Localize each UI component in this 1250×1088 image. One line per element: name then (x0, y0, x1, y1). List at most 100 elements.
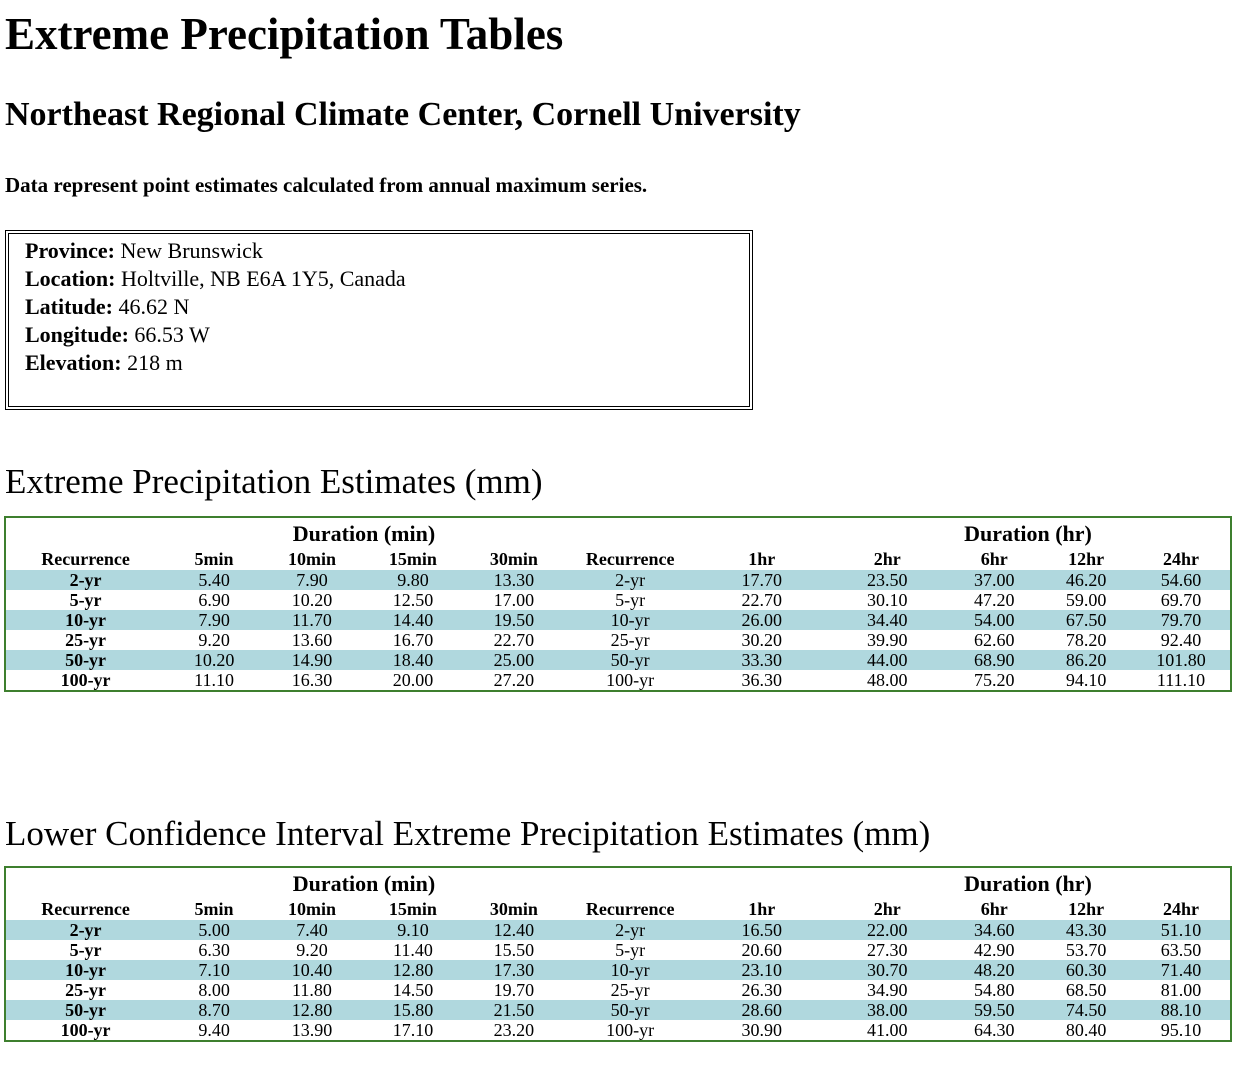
page-title: Extreme Precipitation Tables (5, 9, 564, 59)
recurrence-label: 25-yr (65, 980, 107, 1000)
location-value: Holtville, NB E6A 1Y5, Canada (120, 266, 406, 291)
recurrence-label: 10-yr (562, 960, 698, 980)
column-header: 24hr (1162, 899, 1199, 919)
recurrence-label: 10-yr (6, 610, 166, 630)
table-cell: 21.50 (464, 1000, 563, 1020)
table-row: 2-yr 5.00 7.40 9.10 12.40 2-yr 16.50 22.00 34.60… (6, 920, 1230, 940)
table-cell: 23.50 (826, 570, 949, 590)
table-row: 25-yr 9.20 13.60 16.70 22.70 25-yr 30.20 39.90 6… (6, 630, 1230, 650)
duration-hr-header: Duration (hr) (964, 871, 1092, 896)
table-cell: 51.10 (1131, 920, 1230, 940)
table-cell: 25.00 (464, 650, 563, 670)
column-header: 30min (489, 899, 538, 919)
column-header: 10min (287, 899, 336, 919)
recurrence-label: 5-yr (69, 590, 102, 610)
longitude-value: 66.53 W (134, 322, 210, 347)
table-cell: 54.80 (974, 980, 1015, 1000)
elevation-line: Elevation: 218 m (25, 349, 749, 377)
table-cell: 8.00 (198, 980, 230, 1000)
table-cell: 62.60 (974, 630, 1015, 650)
table-cell: 53.70 (1065, 940, 1107, 960)
table-cell: 68.50 (1065, 980, 1107, 1000)
longitude-label: Longitude: (25, 322, 129, 347)
table-cell: 5.00 (165, 920, 264, 940)
lower-ci-table: Duration (min) Duration (hr) Recurrence 5… (4, 866, 1232, 1042)
table-cell: 86.20 (1040, 650, 1132, 670)
table-row: 100-yr 9.40 13.90 17.10 23.20 100-yr 30.90 41.0… (6, 1020, 1230, 1040)
table-cell: 44.00 (826, 650, 949, 670)
estimates-title: Extreme Precipitation Estimates (mm) (5, 462, 543, 501)
table-cell: 6.90 (198, 590, 230, 610)
longitude-line: Longitude: 66.53 W (25, 321, 749, 349)
table-cell: 43.30 (1040, 920, 1132, 940)
column-header: 1hr (748, 549, 776, 569)
table-cell: 12.80 (263, 1000, 361, 1020)
table-cell: 30.20 (741, 630, 782, 650)
column-header: 15min (388, 899, 437, 919)
table-cell: 54.60 (1131, 570, 1230, 590)
column-header: 24hr (1162, 549, 1199, 569)
column-header: 6hr (980, 899, 1008, 919)
column-header: 1hr (748, 899, 776, 919)
recurrence-label: 5-yr (615, 590, 646, 610)
province-line: Province: New Brunswick (25, 237, 749, 265)
table-cell: 14.50 (392, 980, 434, 1000)
column-header: Recurrence (41, 899, 130, 919)
table-cell: 94.10 (1065, 670, 1107, 690)
table-cell: 27.30 (866, 940, 908, 960)
location-line: Location: Holtville, NB E6A 1Y5, Canada (25, 265, 749, 293)
table-cell: 38.00 (826, 1000, 949, 1020)
column-header: 2hr (873, 899, 901, 919)
table-cell: 37.00 (948, 570, 1041, 590)
column-header: 12hr (1068, 899, 1105, 919)
table-row: 5-yr 6.30 9.20 11.40 15.50 5-yr 20.60 27.30 42.9… (6, 940, 1230, 960)
table-cell: 30.10 (866, 590, 908, 610)
table-cell: 75.20 (974, 670, 1015, 690)
table-cell: 80.40 (1065, 1020, 1107, 1040)
table-cell: 30.70 (826, 960, 949, 980)
table-cell: 111.10 (1156, 670, 1206, 690)
column-header: Recurrence (585, 899, 675, 919)
table-row: 25-yr 8.00 11.80 14.50 19.70 25-yr 26.30 34.90 5… (6, 980, 1230, 1000)
table-row: 10-yr 7.10 10.40 12.80 17.30 10-yr 23.10 30.70 4… (6, 960, 1230, 980)
duration-min-header: Duration (min) (292, 871, 436, 896)
table-cell: 18.40 (360, 650, 465, 670)
table-cell: 11.40 (393, 940, 433, 960)
data-note: Data represent point estimates calculate… (5, 173, 648, 197)
table-cell: 92.40 (1160, 630, 1202, 650)
table-row: 100-yr 11.10 16.30 20.00 27.20 100-yr 36.30 48.… (6, 670, 1230, 690)
table-cell: 59.00 (1065, 590, 1107, 610)
table-cell: 23.10 (697, 960, 826, 980)
table-cell: 68.90 (948, 650, 1041, 670)
location-label: Location: (25, 266, 116, 291)
table-cell: 6.30 (198, 940, 230, 960)
table-cell: 88.10 (1131, 1000, 1230, 1020)
recurrence-label: 100-yr (606, 670, 655, 690)
table-cell: 17.70 (697, 570, 826, 590)
table-cell: 7.90 (263, 570, 361, 590)
table-cell: 33.30 (697, 650, 826, 670)
table-cell: 13.30 (464, 570, 563, 590)
recurrence-label: 2-yr (6, 570, 166, 590)
latitude-value: 46.62 N (118, 294, 190, 319)
recurrence-label: 50-yr (6, 650, 166, 670)
province-value: New Brunswick (120, 238, 263, 263)
table-cell: 14.40 (360, 610, 465, 630)
table-cell: 23.20 (493, 1020, 535, 1040)
table-cell: 71.40 (1131, 960, 1230, 980)
recurrence-label: 100-yr (60, 1020, 111, 1040)
table-cell: 10.20 (291, 590, 333, 610)
table-cell: 11.70 (263, 610, 361, 630)
table-cell: 34.90 (866, 980, 908, 1000)
table-cell: 26.00 (697, 610, 826, 630)
column-header: Recurrence (41, 549, 130, 569)
column-header: 6hr (980, 549, 1008, 569)
table-cell: 16.70 (392, 630, 434, 650)
table-cell: 63.50 (1160, 940, 1202, 960)
table-cell: 9.20 (198, 630, 230, 650)
table-row: 2-yr 5.40 7.90 9.80 13.30 2-yr 17.70 23.50 37.00… (6, 570, 1230, 590)
recurrence-label: 100-yr (60, 670, 111, 690)
table-cell: 79.70 (1131, 610, 1230, 630)
table-cell: 10.40 (263, 960, 361, 980)
table-cell: 20.60 (741, 940, 782, 960)
